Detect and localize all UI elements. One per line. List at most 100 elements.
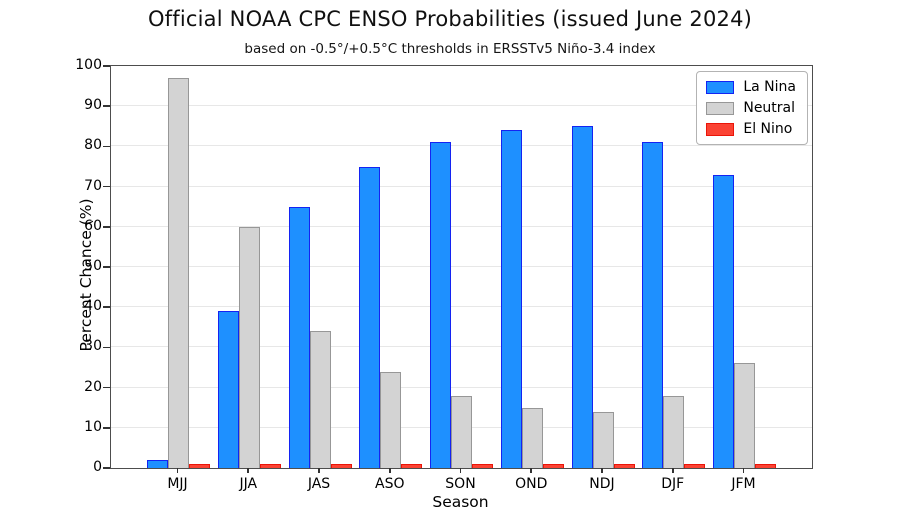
gridline bbox=[111, 386, 812, 388]
bar-neutral-son bbox=[451, 395, 472, 468]
x-tick-label: JJA bbox=[239, 476, 258, 492]
x-tick-mark bbox=[176, 468, 179, 473]
bar-group-mjj bbox=[147, 66, 210, 468]
bar-groups bbox=[111, 66, 812, 468]
x-tick-label: OND bbox=[515, 476, 548, 492]
legend-item-el-nino: El Nino bbox=[706, 121, 796, 137]
x-tick-labels: MJJ JJA JAS ASO SON OND NDJ DJF JFM bbox=[110, 468, 811, 492]
legend-label: Neutral bbox=[743, 100, 796, 116]
x-tick-djf: DJF bbox=[641, 468, 704, 492]
bar-el-nino-djf bbox=[684, 463, 706, 468]
bar-la-nina-mjj bbox=[147, 459, 168, 468]
bar-la-nina-ndj bbox=[571, 126, 593, 468]
bar-group-jas bbox=[288, 66, 352, 468]
gridline bbox=[111, 145, 812, 147]
bar-el-nino-aso bbox=[401, 463, 423, 468]
chart-title: Official NOAA CPC ENSO Probabilities (is… bbox=[147, 7, 753, 31]
bar-el-nino-jas bbox=[330, 463, 352, 468]
x-tick-label: MJJ bbox=[167, 476, 188, 492]
y-axis-label: Percent Chance (%) bbox=[77, 198, 95, 352]
chart-subtitle: based on -0.5°/+0.5°C thresholds in ERSS… bbox=[244, 41, 656, 57]
bar-neutral-djf bbox=[663, 395, 685, 468]
x-axis-label: Season bbox=[432, 493, 489, 511]
y-tick-mark bbox=[103, 105, 110, 107]
bar-neutral-jja bbox=[238, 226, 260, 468]
legend-label: La Nina bbox=[743, 79, 796, 95]
gridline bbox=[111, 105, 812, 107]
legend-swatch-la-nina bbox=[706, 80, 735, 94]
plot-area: La Nina Neutral El Nino bbox=[103, 65, 813, 469]
legend-label: El Nino bbox=[743, 121, 793, 137]
x-tick-aso: ASO bbox=[358, 468, 421, 492]
bar-group-jfm bbox=[713, 66, 776, 468]
x-tick-mark bbox=[459, 468, 462, 473]
bar-la-nina-jas bbox=[288, 206, 310, 468]
x-tick-label: JFM bbox=[731, 476, 756, 492]
legend: La Nina Neutral El Nino bbox=[696, 71, 808, 145]
y-tick-label: 80 bbox=[84, 137, 102, 154]
x-tick-label: JAS bbox=[307, 476, 331, 492]
bar-el-nino-son bbox=[472, 463, 493, 468]
bar-el-nino-ndj bbox=[613, 463, 635, 468]
gridline bbox=[111, 306, 812, 308]
bar-neutral-ond bbox=[521, 407, 543, 468]
x-tick-label: DJF bbox=[661, 476, 685, 492]
y-tick-mark bbox=[103, 65, 110, 67]
gridline bbox=[111, 266, 812, 267]
bar-neutral-jfm bbox=[734, 363, 755, 468]
y-tick-mark bbox=[103, 266, 110, 268]
x-tick-jas: JAS bbox=[288, 468, 351, 492]
bar-group-ond bbox=[500, 66, 564, 468]
x-tick-label: ASO bbox=[375, 476, 405, 492]
bar-el-nino-ond bbox=[542, 463, 564, 468]
bar-la-nina-son bbox=[430, 142, 451, 468]
legend-swatch-neutral bbox=[706, 101, 735, 115]
bar-la-nina-jja bbox=[217, 311, 239, 468]
bar-la-nina-aso bbox=[359, 166, 381, 468]
y-tick-mark bbox=[103, 226, 110, 228]
x-tick-label: NDJ bbox=[589, 476, 615, 492]
y-tick-mark bbox=[103, 386, 110, 389]
gridline bbox=[111, 225, 812, 227]
bar-group-aso bbox=[359, 66, 423, 468]
x-tick-mark bbox=[530, 468, 533, 473]
bar-la-nina-ond bbox=[500, 130, 522, 468]
y-tick-mark bbox=[103, 346, 110, 349]
y-tick-label: 10 bbox=[84, 418, 102, 435]
bar-neutral-jas bbox=[309, 331, 331, 468]
bar-el-nino-mjj bbox=[189, 463, 210, 468]
bar-la-nina-djf bbox=[642, 142, 664, 468]
y-tick-label: 40 bbox=[84, 298, 102, 315]
x-tick-mark bbox=[742, 468, 745, 473]
bar-group-djf bbox=[642, 66, 706, 468]
bar-el-nino-jfm bbox=[755, 463, 776, 468]
x-tick-jja: JJA bbox=[217, 468, 280, 492]
legend-item-la-nina: La Nina bbox=[706, 79, 796, 95]
y-tick-mark bbox=[103, 145, 110, 148]
bar-neutral-ndj bbox=[592, 411, 614, 468]
y-tick-label: 60 bbox=[84, 217, 102, 234]
y-tick-label: 70 bbox=[84, 177, 102, 194]
x-tick-mark bbox=[388, 468, 391, 473]
legend-item-neutral: Neutral bbox=[706, 100, 796, 116]
bar-group-ndj bbox=[571, 66, 635, 468]
y-tick-label: 100 bbox=[75, 57, 102, 73]
x-tick-ond: OND bbox=[500, 468, 563, 492]
x-tick-mark bbox=[671, 468, 674, 473]
x-tick-mark bbox=[601, 468, 603, 473]
y-tick-label: 90 bbox=[84, 97, 102, 114]
bar-neutral-mjj bbox=[168, 78, 189, 468]
y-tick-mark bbox=[103, 306, 110, 308]
bar-la-nina-jfm bbox=[713, 174, 734, 468]
bar-group-son bbox=[430, 66, 493, 468]
gridline bbox=[111, 185, 812, 187]
legend-swatch-el-nino bbox=[706, 122, 735, 136]
y-tick-mark bbox=[103, 427, 110, 429]
bar-neutral-aso bbox=[380, 371, 402, 468]
y-tick-label: 30 bbox=[84, 338, 102, 355]
y-tick-mark bbox=[103, 467, 110, 469]
x-tick-ndj: NDJ bbox=[571, 468, 634, 492]
x-tick-label: SON bbox=[445, 476, 476, 492]
y-tick-label: 50 bbox=[84, 258, 102, 274]
